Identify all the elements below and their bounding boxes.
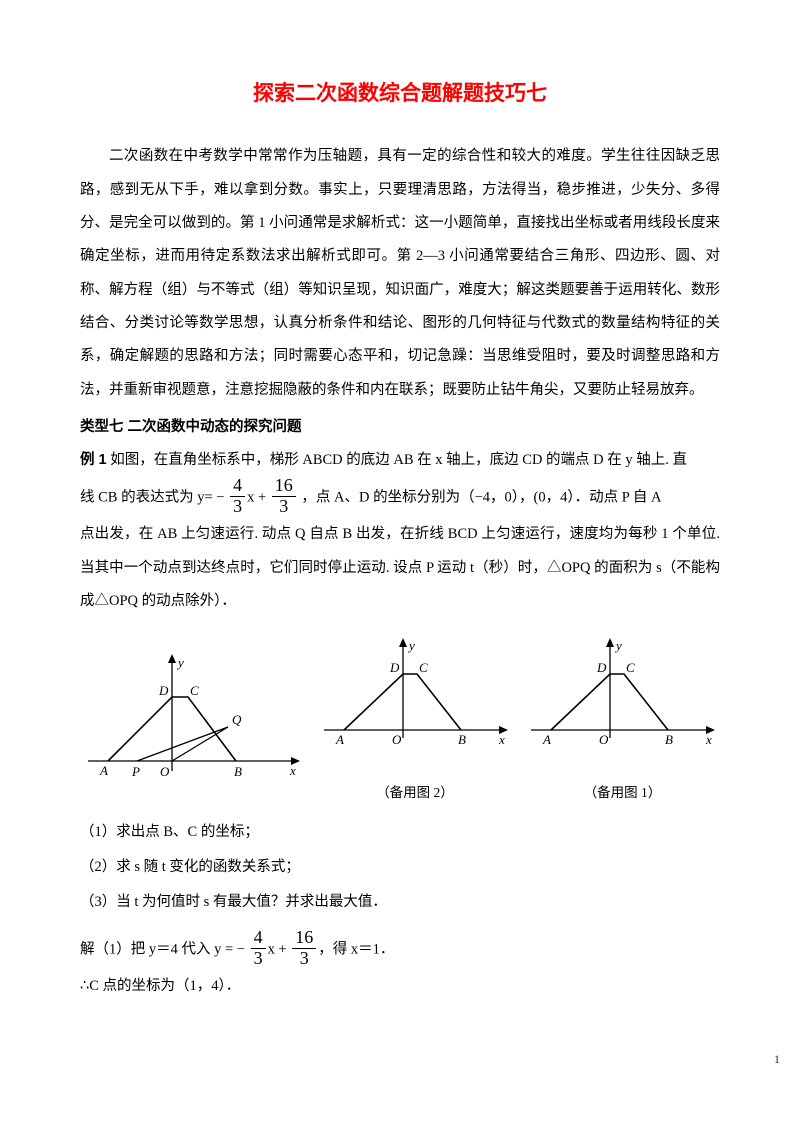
svg-text:C: C [626,660,635,675]
page-number: 1 [0,1052,800,1067]
diagram-backup-2-svg: y x D C A O B [318,636,513,761]
page-title: 探索二次函数综合题解题技巧七 [80,70,720,118]
sol-text-2: x + [268,941,291,957]
fraction-4-3-b: 43 [251,928,266,969]
svg-text:x: x [498,732,505,747]
question-3: （3）当 t 为何值时 s 有最大值？并求出最大值． [80,886,720,919]
solution-line-2: ∴C 点的坐标为（1，4）． [80,970,720,1003]
problem-text-4: ，点 A、D 的坐标分别为（−4，0），(0，4）．动点 P 自 A [298,489,662,505]
page-container: 探索二次函数综合题解题技巧七 二次函数在中考数学中常常作为压轴题，具有一定的综合… [0,0,800,1024]
svg-text:x: x [705,732,712,747]
problem-text-1: 如图，在直角坐标系中，梯形 ABCD 的底边 AB 在 x 轴上，底边 CD 的… [107,452,687,468]
svg-text:B: B [234,764,242,779]
svg-text:D: D [389,660,400,675]
problem-text-5: 点出发，在 AB 上匀速运行. 动点 Q 自点 B 出发，在折线 BCD 上匀速… [80,518,720,618]
svg-text:O: O [392,732,402,747]
section-heading: 类型七 二次函数中动态的探究问题 [80,411,720,444]
diagram-main: y x D C A P O B Q [80,649,305,807]
question-2: （2）求 s 随 t 变化的函数关系式； [80,851,720,884]
diagram-row: y x D C A P O B Q y x D C [80,636,720,807]
svg-text:D: D [596,660,607,675]
svg-text:P: P [131,764,140,779]
svg-text:C: C [419,660,428,675]
problem-equation-line: 线 CB 的表达式为 y= − 43x + 163 ，点 A、D 的坐标分别为（… [80,478,720,519]
svg-text:D: D [158,683,169,698]
svg-text:y: y [176,655,184,670]
svg-text:A: A [542,732,551,747]
svg-text:B: B [458,732,466,747]
diagram-backup-2: y x D C A O B （备用图 2） [318,636,513,807]
svg-text:y: y [407,638,415,653]
solution-line-1: 解（1）把 y＝4 代入 y = − 43x + 163，得 x＝1． [80,930,720,971]
svg-text:O: O [599,732,609,747]
svg-text:y: y [614,638,622,653]
diagram-backup-2-label: （备用图 2） [318,777,513,808]
svg-text:B: B [665,732,673,747]
diagram-backup-1-label: （备用图 1） [525,777,720,808]
problem-text-3: x + [247,489,270,505]
problem-text-2: 线 CB 的表达式为 y= − [80,489,228,505]
example-label: 例 1 [80,452,107,468]
svg-text:C: C [190,683,199,698]
sol-text-3: ，得 x＝1． [318,941,394,957]
sol-text-1: 解（1）把 y＝4 代入 y = − [80,941,249,957]
fraction-4-3: 43 [230,476,245,517]
fraction-16-3-b: 163 [292,928,316,969]
diagram-main-svg: y x D C A P O B Q [80,649,305,794]
question-1: （1）求出点 B、C 的坐标； [80,816,720,849]
svg-text:Q: Q [232,712,242,727]
svg-text:O: O [160,764,170,779]
svg-text:A: A [335,732,344,747]
svg-text:x: x [289,763,296,778]
diagram-backup-1: y x D C A O B （备用图 1） [525,636,720,807]
diagram-backup-1-svg: y x D C A O B [525,636,720,761]
fraction-16-3: 163 [272,476,296,517]
problem-block: 例 1 如图，在直角坐标系中，梯形 ABCD 的底边 AB 在 x 轴上，底边 … [80,444,720,477]
intro-paragraph: 二次函数在中考数学中常常作为压轴题，具有一定的综合性和较大的难度。学生往往因缺乏… [80,140,720,407]
svg-text:A: A [99,763,108,778]
